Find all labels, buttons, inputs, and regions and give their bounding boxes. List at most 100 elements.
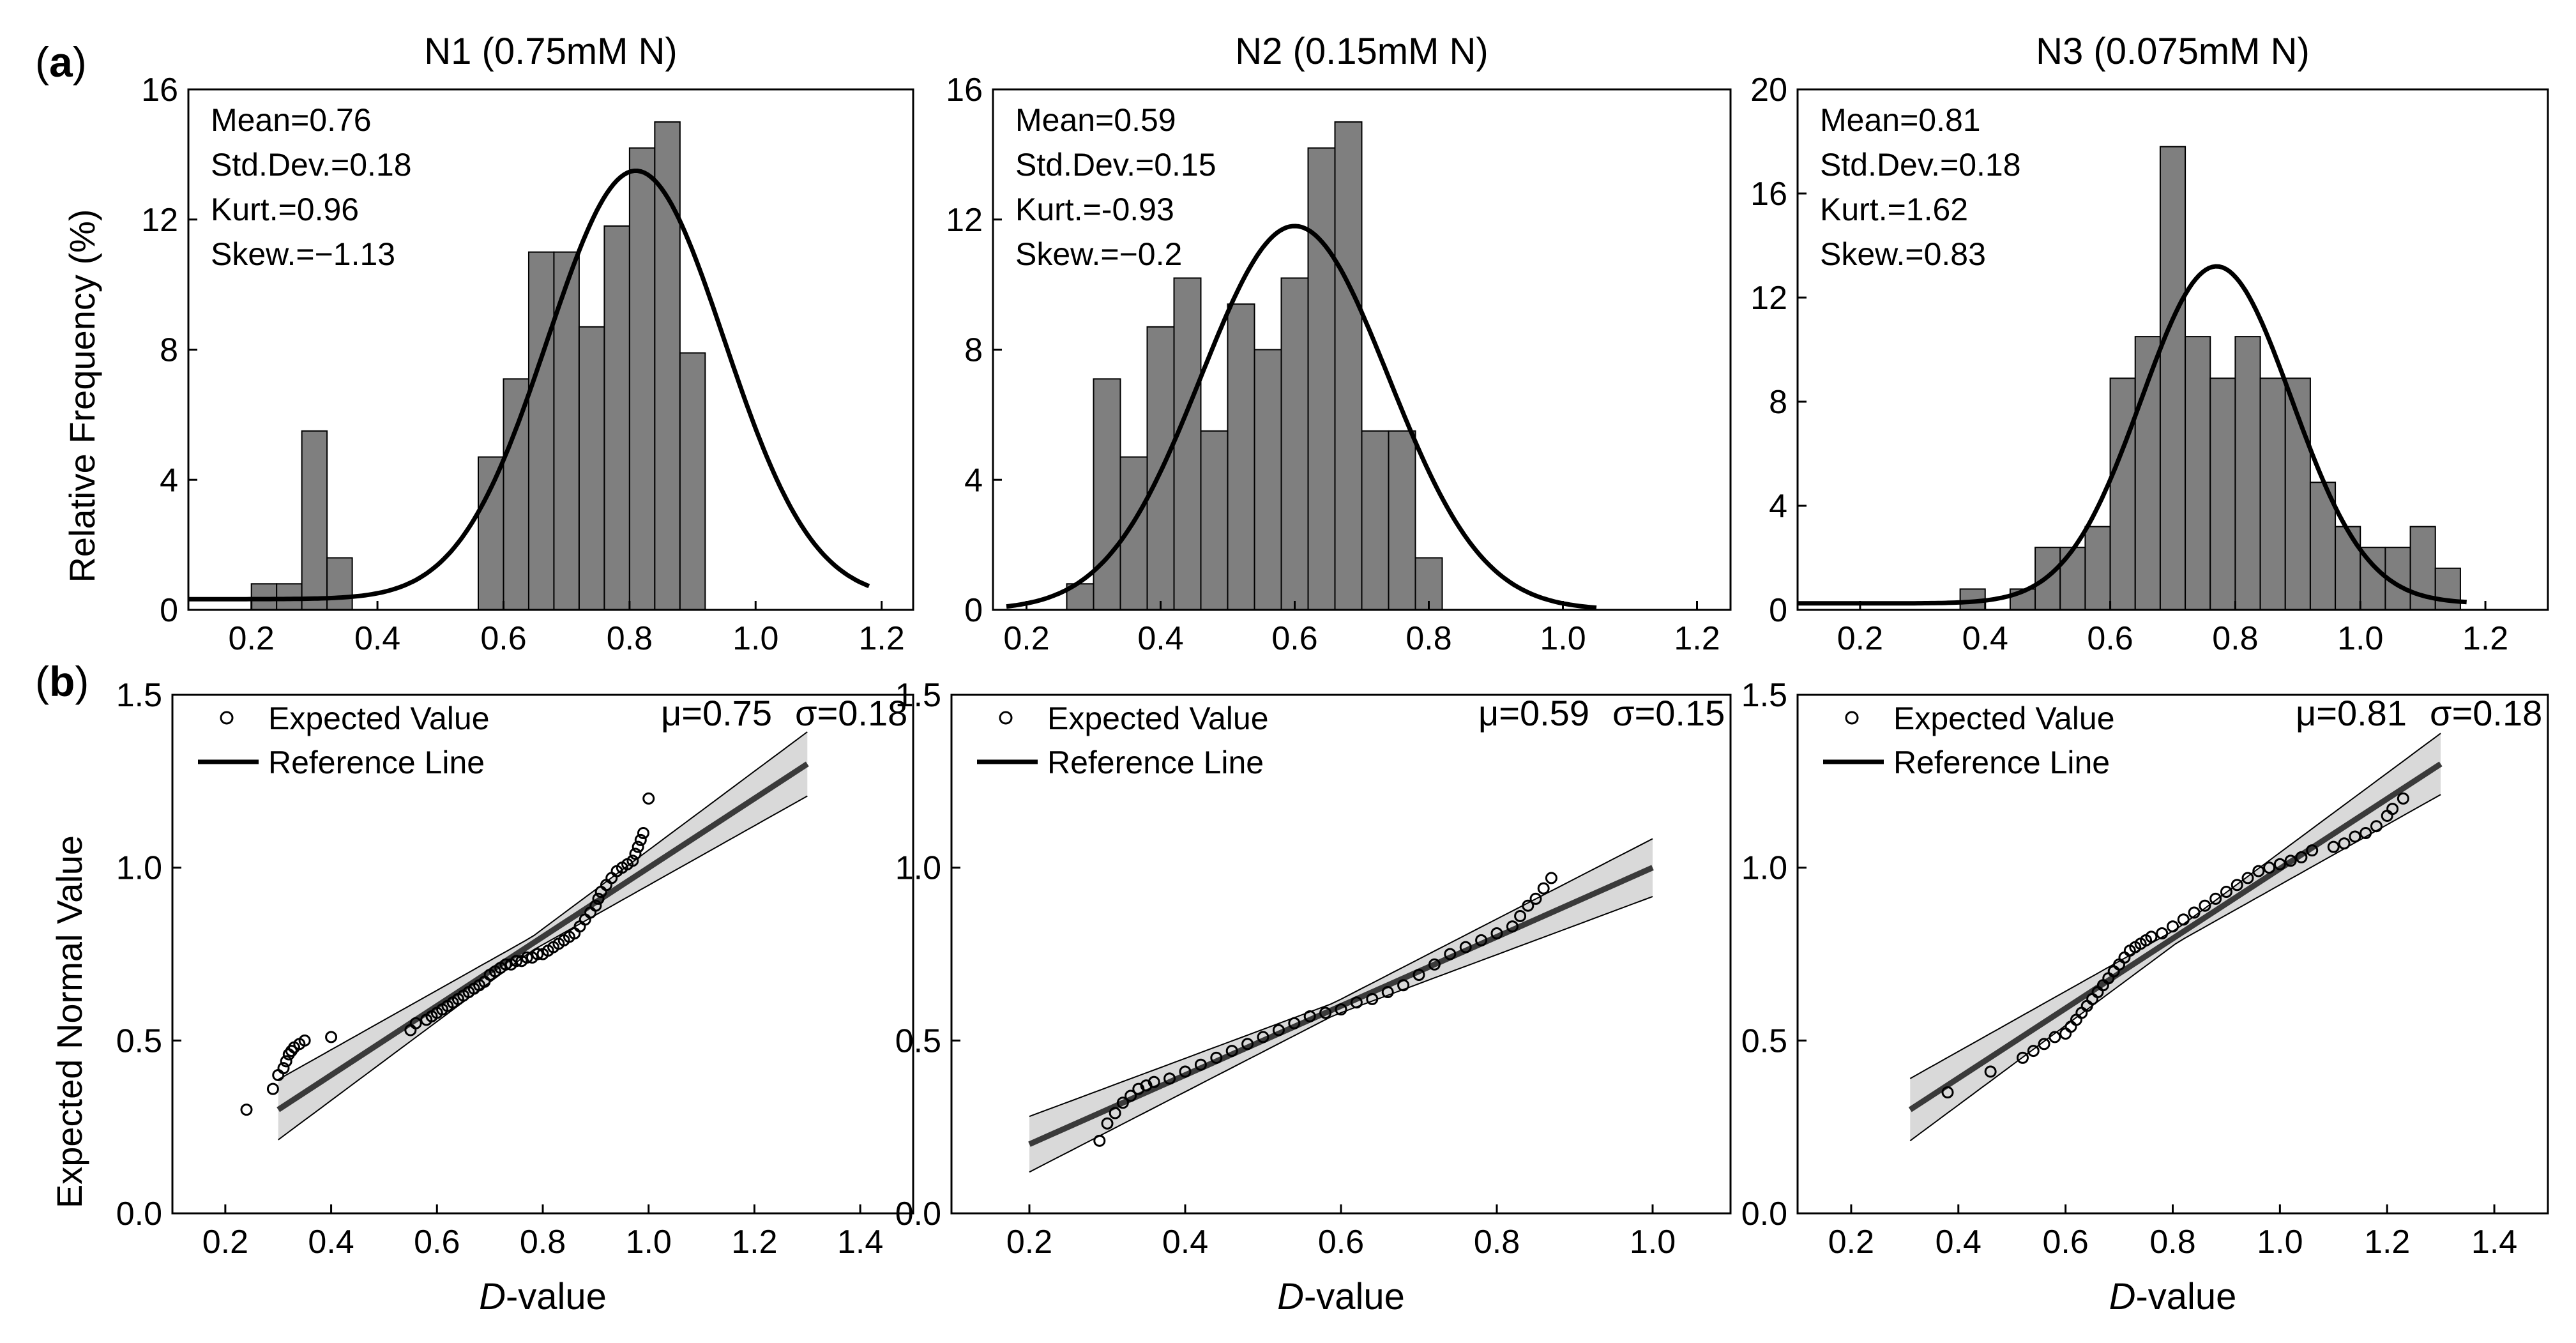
qq-n2-point — [1545, 872, 1557, 884]
hist-n3-frame — [1796, 88, 2549, 611]
qq-n3-ytick-label: 0.0 — [1741, 1195, 1787, 1233]
hist-n3-stat: Mean=0.81 — [1820, 102, 1981, 138]
panel-a-label: (a) — [35, 38, 87, 86]
qq-n1-ytick-label: 1.0 — [116, 850, 162, 887]
qq-n1-point — [626, 854, 639, 867]
hist-n3-bar — [2259, 377, 2286, 611]
hist-n2-xtick-label: 0.2 — [1003, 620, 1049, 657]
qq-n3-panel: 0.2 0.4 0.6 0.8 1.0 1.2 1.4 0.0 0.5 1.0 1.5 Expecte… — [1741, 677, 2549, 1317]
qq-n3-point — [2177, 913, 2190, 926]
hist-n1-fit-curve — [188, 169, 870, 602]
qq-n1-reference-line — [277, 761, 809, 1112]
qq-n3-point — [2273, 858, 2286, 870]
hist-n1-ytick-label: 16 — [141, 72, 178, 109]
qq-n2-point — [1459, 941, 1472, 953]
hist-n1-bar — [578, 326, 605, 611]
qq-n2-point — [1366, 992, 1379, 1005]
hist-n2-bar — [1280, 277, 1309, 611]
qq-n2-reference-line — [1028, 865, 1654, 1147]
hist-n2-stat: Kurt.=-0.93 — [1015, 192, 1174, 227]
qq-n3-point — [1941, 1086, 1954, 1099]
qq-n1-ytick-label: 0.0 — [116, 1195, 162, 1233]
hist-n3-ytick-label: 4 — [1769, 488, 1787, 525]
qq-n2-point — [1537, 882, 1550, 895]
qq-n2-ytick-label: 0.5 — [895, 1022, 941, 1059]
qq-n2-ytick-label: 0.0 — [895, 1195, 941, 1233]
qq-n3-point — [2327, 840, 2340, 853]
qq-n2-legend-line-label: Reference Line — [1047, 745, 1264, 780]
qq-n2-point — [1428, 958, 1441, 971]
qq-n3-ytick-label: 1.5 — [1741, 677, 1787, 714]
hist-n1-xtick-label: 0.8 — [607, 620, 653, 657]
hist-n2-bar — [1093, 378, 1121, 611]
hist-n1-bar — [478, 456, 504, 611]
qq-n3-point — [2397, 792, 2409, 805]
qq-n3-point — [2059, 1028, 2072, 1040]
qq-n3-mu-label: μ=0.81 — [2296, 693, 2407, 733]
qq-n2-point — [1397, 979, 1410, 992]
hist-n3-xtick-label: 0.4 — [1962, 620, 2008, 657]
qq-n1-sigma-label: σ=0.18 — [795, 693, 907, 733]
qq-n3-legend-point-label: Expected Value — [1893, 701, 2115, 736]
qq-n3-ytick-label: 1.0 — [1741, 850, 1787, 887]
hist-n3-bar — [2209, 377, 2236, 611]
qq-n2-point — [1225, 1045, 1238, 1058]
hist-n3-stat: Kurt.=1.62 — [1820, 192, 1968, 227]
hist-n2-bar — [1361, 430, 1390, 611]
qq-n1-xtick-label: 0.6 — [414, 1224, 460, 1261]
qq-n2-point — [1257, 1031, 1269, 1043]
qq-n1-point — [499, 958, 512, 971]
hist-n2-stat: Skew.=−0.2 — [1015, 236, 1182, 272]
qq-n2-xtick-label: 1.0 — [1630, 1224, 1676, 1261]
hist-n3-bar — [2109, 377, 2136, 611]
qq-n1-xtick-label: 0.2 — [202, 1224, 248, 1261]
panel-b-label: (b) — [35, 658, 89, 705]
hist-n3-bar — [2185, 336, 2211, 611]
qq-n2-point — [1514, 909, 1527, 922]
hist-n2-xtick-label: 1.2 — [1674, 620, 1720, 657]
qq-n1-point — [520, 951, 533, 964]
qq-n1-point — [634, 833, 647, 846]
hist-n3-bar — [2059, 547, 2086, 611]
hist-n3-panel: 0.2 0.4 0.6 0.8 1.0 1.2 0 4 8 12 16 20 N3 (0.075mM N… — [1750, 31, 2549, 657]
qq-n3-sigma-label: σ=0.18 — [2430, 693, 2542, 733]
hist-n1-ytick-label: 12 — [141, 202, 178, 239]
qq-n1-ytick-label: 0.5 — [116, 1022, 162, 1059]
hist-n2-xtick-label: 0.6 — [1271, 620, 1317, 657]
qq-n3-point — [2349, 830, 2361, 843]
hist-n1-ytick-label: 0 — [160, 592, 178, 629]
qq-n2-mu-label: μ=0.59 — [1478, 693, 1589, 733]
hist-n2-ytick-label: 0 — [964, 592, 983, 629]
qq-n2-ytick-label: 1.0 — [895, 850, 941, 887]
qq-n3-point — [1984, 1065, 1997, 1078]
qq-n3-ytick-label: 0.5 — [1741, 1022, 1787, 1059]
qq-n1-band-upper — [278, 731, 808, 1081]
qq-n3-point — [2017, 1051, 2029, 1064]
hist-n2-bar — [1307, 147, 1336, 611]
qq-n2-band-lower — [1029, 895, 1653, 1173]
hist-n2-title: N2 (0.15mM N) — [1235, 31, 1488, 72]
hist-n3-bar — [2335, 526, 2361, 611]
qq-n1-mu-label: μ=0.75 — [661, 693, 772, 733]
qq-n3-point — [2370, 820, 2383, 833]
hist-n1-bar — [301, 430, 328, 611]
hist-ylabel: Relative Frequency (%) — [62, 209, 102, 582]
hist-n1-bar — [326, 557, 353, 611]
qq-n3-point — [2338, 837, 2351, 850]
qq-n1-legend-line-label: Reference Line — [268, 745, 485, 780]
qq-n1-panel: 0.2 0.4 0.6 0.8 1.0 1.2 1.4 0.0 0.5 1.0 1.5 Expecte… — [116, 677, 914, 1317]
qq-n3-xtick-label: 0.4 — [1936, 1224, 1981, 1261]
qq-n2-xtick-label: 0.6 — [1318, 1224, 1364, 1261]
qq-n3-xlabel: D-value — [2109, 1276, 2237, 1317]
qq-n3-band-upper — [1909, 732, 2441, 1079]
qq-n1-point — [592, 892, 605, 905]
qq-n3-point — [2360, 827, 2372, 840]
qq-n2-point — [1319, 1006, 1332, 1019]
qq-n2-xtick-label: 0.8 — [1474, 1224, 1520, 1261]
qq-n1-xtick-label: 0.4 — [308, 1224, 354, 1261]
qq-n3-point — [2038, 1038, 2050, 1051]
qq-n2-point — [1350, 996, 1363, 1009]
qq-n2-point — [1522, 899, 1534, 912]
qq-n3-band-lower — [1909, 794, 2441, 1142]
